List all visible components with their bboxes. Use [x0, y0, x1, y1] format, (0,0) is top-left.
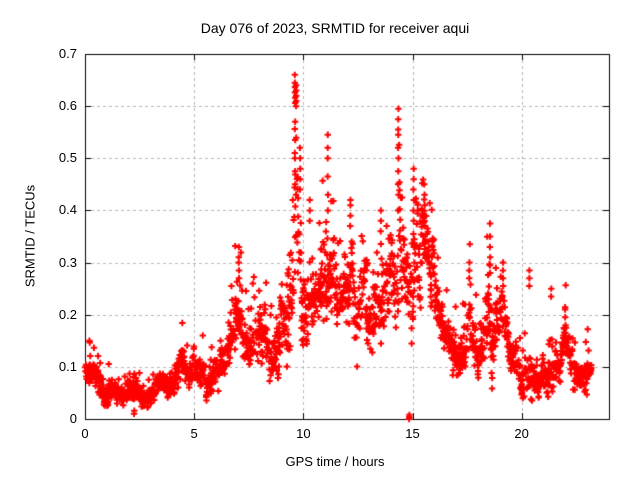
y-tick-label: 0.6: [58, 98, 77, 114]
y-tick-label: 0.5: [58, 150, 77, 166]
y-tick-label: 0: [69, 411, 77, 426]
y-tick-label: 0.2: [58, 306, 77, 322]
x-tick-label: 15: [405, 426, 420, 441]
y-tick-label: 0.1: [58, 358, 77, 374]
y-tick-label: 0.3: [58, 254, 77, 270]
x-tick-label: 10: [296, 426, 311, 441]
chart-title: Day 076 of 2023, SRMTID for receiver aqu…: [200, 20, 470, 36]
x-axis-label: GPS time / hours: [285, 454, 385, 469]
x-tick-label: 0: [81, 426, 89, 441]
x-tick-label: 5: [190, 426, 198, 441]
y-tick-label: 0.4: [58, 202, 77, 218]
y-tick-label: 0.7: [58, 46, 77, 61]
y-axis-label: SRMTID / TECUs: [22, 184, 38, 288]
x-tick-label: 20: [514, 426, 529, 441]
